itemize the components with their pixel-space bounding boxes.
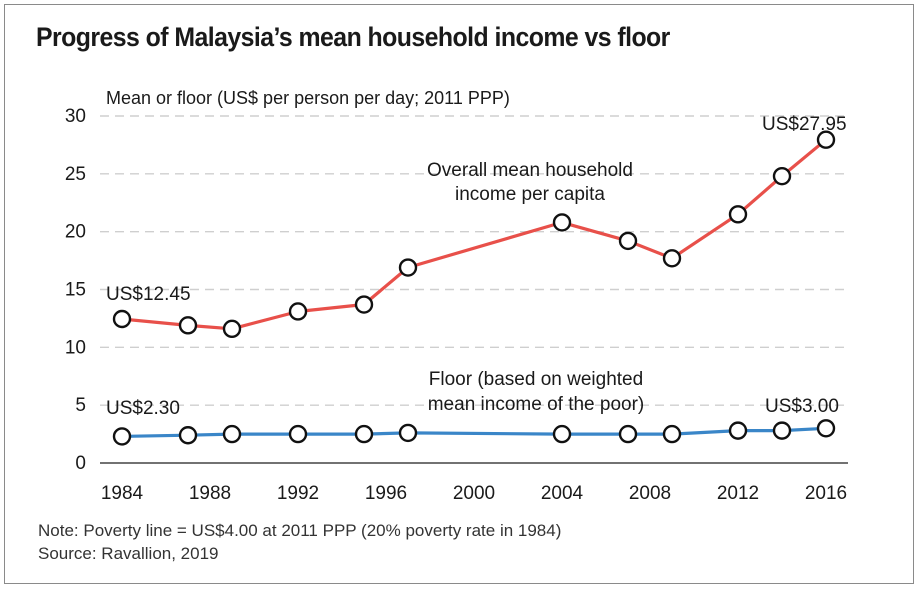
chart-frame [4, 4, 914, 584]
x-tick-label-2012: 2012 [717, 483, 759, 504]
data-point-floor-2014 [772, 421, 792, 440]
y-tick-label-20: 20 [65, 222, 86, 243]
data-point-mean-1992 [288, 302, 308, 321]
x-tick-label-1984: 1984 [101, 483, 144, 504]
annotation-mean-end: US$27.95 [762, 114, 847, 135]
chart-title: Progress of Malaysia’s mean household in… [36, 22, 670, 52]
series-label-mean-line1: Overall mean household [427, 160, 633, 181]
data-point-mean-2012 [728, 205, 748, 224]
annotation-floor-end: US$3.00 [765, 396, 839, 417]
y-tick-label-25: 25 [65, 164, 86, 185]
data-point-mean-2016 [816, 130, 836, 149]
data-point-mean-1987 [178, 316, 198, 335]
data-point-mean-2007 [618, 231, 638, 251]
x-tick-labels: 1984 1988 1992 1996 2000 2004 2008 2012 2016 [101, 483, 847, 504]
data-point-floor-1987 [178, 426, 198, 445]
y-tick-labels: 0 5 10 15 20 25 30 [65, 106, 86, 474]
data-point-mean-1995 [354, 295, 374, 314]
data-point-floor-1984 [112, 427, 132, 446]
data-point-floor-2004 [552, 424, 572, 444]
y-axis-label: Mean or floor (US$ per person per day; 2… [106, 88, 510, 108]
series-label-floor-line1: Floor (based on weighted [429, 369, 643, 390]
data-point-mean-1984 [112, 309, 132, 329]
series-markers [112, 130, 836, 446]
y-tick-label-0: 0 [75, 453, 86, 474]
annotation-mean-start: US$12.45 [106, 284, 191, 305]
y-tick-label-15: 15 [65, 280, 86, 301]
annotation-floor-start: US$2.30 [106, 398, 180, 419]
chart-source: Source: Ravallion, 2019 [38, 544, 219, 563]
data-point-floor-1992 [288, 424, 308, 444]
x-tick-label-2008: 2008 [629, 483, 671, 504]
data-point-floor-2016 [816, 419, 836, 438]
x-tick-label-1992: 1992 [277, 483, 319, 504]
series-label-mean-line2: income per capita [455, 184, 605, 205]
data-point-mean-1997 [398, 258, 418, 277]
y-tick-label-5: 5 [75, 395, 86, 416]
data-point-mean-2009 [662, 249, 682, 268]
y-tick-label-30: 30 [65, 106, 86, 127]
series-label-floor-line2: mean income of the poor) [428, 394, 645, 415]
data-point-mean-1989 [222, 319, 242, 339]
data-point-floor-2009 [662, 424, 682, 444]
y-tick-label-10: 10 [65, 337, 86, 358]
data-point-floor-1997 [398, 423, 418, 443]
chart-note: Note: Poverty line = US$4.00 at 2011 PPP… [38, 521, 562, 540]
data-point-floor-2007 [618, 424, 638, 444]
data-point-floor-1995 [354, 424, 374, 444]
x-tick-label-1988: 1988 [189, 483, 231, 504]
data-point-floor-2012 [728, 421, 748, 440]
x-tick-label-1996: 1996 [365, 483, 407, 504]
x-tick-label-2016: 2016 [805, 483, 847, 504]
x-tick-label-2000: 2000 [453, 483, 495, 504]
data-point-floor-1989 [222, 424, 242, 444]
gridlines [100, 115, 848, 464]
data-point-mean-2004 [552, 213, 572, 232]
x-tick-label-2004: 2004 [541, 483, 584, 504]
data-point-mean-2014 [772, 166, 792, 186]
